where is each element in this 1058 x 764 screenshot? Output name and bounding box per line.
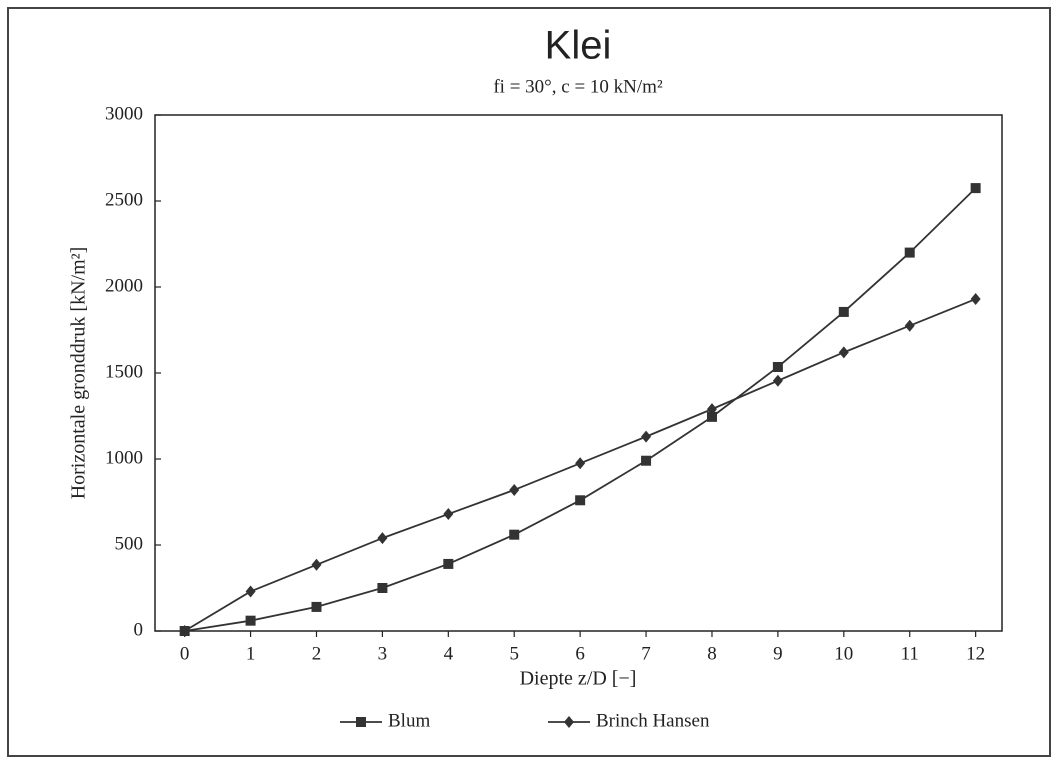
- x-tick-label: 6: [575, 643, 585, 664]
- legend-marker: [356, 717, 366, 727]
- x-tick-label: 1: [246, 643, 256, 664]
- marker: [443, 508, 454, 521]
- x-tick-label: 0: [180, 643, 190, 664]
- y-tick-label: 0: [134, 619, 144, 640]
- marker: [311, 601, 322, 612]
- y-tick-label: 1500: [105, 361, 143, 382]
- x-tick-label: 10: [834, 643, 853, 664]
- y-tick-label: 1000: [105, 447, 143, 468]
- marker: [970, 293, 981, 306]
- x-tick-label: 9: [773, 643, 783, 664]
- frame: [7, 7, 1051, 757]
- marker: [443, 558, 454, 569]
- x-tick-label: 4: [444, 643, 454, 664]
- marker: [179, 625, 190, 637]
- marker: [575, 495, 586, 506]
- x-tick-label: 3: [378, 643, 388, 664]
- marker: [772, 361, 783, 372]
- marker: [706, 403, 717, 416]
- x-tick-label: 11: [901, 643, 919, 664]
- marker: [245, 585, 256, 598]
- marker: [904, 247, 915, 258]
- x-tick-label: 12: [966, 643, 985, 664]
- marker: [377, 532, 388, 545]
- x-tick-label: 7: [641, 643, 651, 664]
- legend-marker: [564, 716, 574, 728]
- x-axis-label: Diepte z/D [−]: [520, 668, 637, 690]
- marker: [311, 558, 322, 571]
- legend-label: Brinch Hansen: [596, 710, 710, 731]
- marker: [509, 529, 520, 540]
- marker: [838, 346, 849, 359]
- x-tick-label: 8: [707, 643, 717, 664]
- marker: [838, 306, 849, 317]
- marker: [509, 483, 520, 496]
- x-tick-label: 5: [509, 643, 519, 664]
- marker: [575, 457, 586, 470]
- marker: [772, 374, 783, 387]
- marker: [641, 430, 652, 443]
- marker: [377, 583, 388, 593]
- marker: [641, 455, 652, 466]
- y-axis-label: Horizontale gronddruk [kN/m²]: [68, 247, 90, 500]
- chart-title: Klei: [545, 24, 612, 68]
- marker: [904, 319, 915, 332]
- y-tick-label: 3000: [105, 103, 143, 124]
- marker: [245, 615, 256, 626]
- marker: [970, 183, 981, 194]
- y-tick-label: 500: [115, 533, 144, 554]
- y-tick-label: 2500: [105, 189, 143, 210]
- x-tick-label: 2: [312, 643, 322, 664]
- marker: [706, 411, 717, 422]
- legend-label: Blum: [388, 710, 430, 731]
- y-tick-label: 2000: [105, 275, 143, 296]
- chart-subtitle: fi = 30°, c = 10 kN/m²: [493, 76, 663, 97]
